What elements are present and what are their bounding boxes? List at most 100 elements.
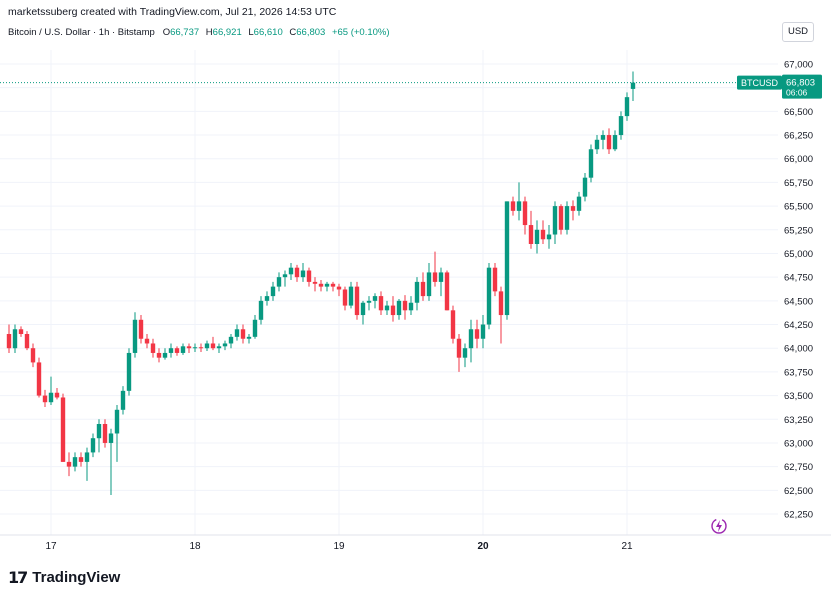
candle-body[interactable] — [210, 343, 216, 349]
candle-body[interactable] — [204, 343, 210, 349]
candle-body[interactable] — [366, 300, 372, 303]
candle-body[interactable] — [342, 289, 348, 306]
candle-body[interactable] — [288, 267, 294, 275]
candle-body[interactable] — [114, 409, 120, 434]
candle-body[interactable] — [48, 392, 54, 403]
candle-body[interactable] — [462, 348, 468, 358]
candle-body[interactable] — [144, 338, 150, 344]
candle-body[interactable] — [480, 324, 486, 339]
candle-body[interactable] — [78, 457, 84, 462]
candle-body[interactable] — [402, 300, 408, 311]
candle-body[interactable] — [498, 291, 504, 316]
candle-body[interactable] — [222, 343, 228, 347]
candle-body[interactable] — [624, 97, 630, 117]
candle-body[interactable] — [618, 116, 624, 136]
candle-body[interactable] — [156, 352, 162, 358]
candle-body[interactable] — [438, 272, 444, 282]
candle-body[interactable] — [348, 286, 354, 306]
lightning-icon[interactable] — [711, 518, 727, 534]
candle-body[interactable] — [306, 270, 312, 282]
candle-body[interactable] — [372, 296, 378, 301]
candle-body[interactable] — [30, 348, 36, 363]
candle-body[interactable] — [168, 348, 174, 353]
candle-body[interactable] — [468, 329, 474, 349]
candle-body[interactable] — [240, 329, 246, 339]
candle-body[interactable] — [432, 272, 438, 282]
candle-body[interactable] — [336, 286, 342, 290]
candle-body[interactable] — [390, 305, 396, 316]
candle-body[interactable] — [216, 346, 222, 349]
candle-body[interactable] — [540, 229, 546, 240]
candle-body[interactable] — [546, 234, 552, 240]
candle-body[interactable] — [384, 305, 390, 311]
currency-button[interactable]: USD — [782, 22, 814, 42]
symbol-name[interactable]: Bitcoin / U.S. Dollar · 1h · Bitstamp — [8, 27, 155, 38]
candle-body[interactable] — [312, 281, 318, 284]
candle-body[interactable] — [300, 270, 306, 278]
candle-body[interactable] — [534, 229, 540, 244]
candle-body[interactable] — [330, 283, 336, 287]
candle-body[interactable] — [270, 286, 276, 297]
candle-body[interactable] — [120, 390, 126, 410]
candle-body[interactable] — [570, 206, 576, 211]
candle-body[interactable] — [294, 267, 300, 278]
candle-body[interactable] — [228, 336, 234, 344]
candle-body[interactable] — [474, 329, 480, 339]
candle-body[interactable] — [396, 300, 402, 316]
candle-body[interactable] — [576, 196, 582, 211]
candle-body[interactable] — [630, 82, 636, 89]
candle-body[interactable] — [54, 392, 60, 398]
candle-body[interactable] — [528, 225, 534, 244]
candle-body[interactable] — [252, 319, 258, 337]
candle-body[interactable] — [90, 438, 96, 453]
candle-body[interactable] — [564, 206, 570, 230]
candle-body[interactable] — [378, 296, 384, 311]
candle-body[interactable] — [138, 319, 144, 339]
candle-body[interactable] — [6, 334, 12, 349]
candle-body[interactable] — [150, 343, 156, 353]
candle-body[interactable] — [180, 346, 186, 353]
candle-body[interactable] — [444, 272, 450, 311]
candle-body[interactable] — [360, 302, 366, 316]
candle-body[interactable] — [282, 274, 288, 278]
candle-body[interactable] — [42, 395, 48, 403]
candle-body[interactable] — [324, 283, 330, 287]
candle-body[interactable] — [132, 319, 138, 353]
candle-body[interactable] — [108, 433, 114, 443]
candle-body[interactable] — [84, 452, 90, 462]
candle-body[interactable] — [414, 281, 420, 303]
candle-body[interactable] — [582, 177, 588, 197]
candle-body[interactable] — [102, 424, 108, 443]
candle-body[interactable] — [318, 283, 324, 287]
tradingview-logo[interactable]: 17 TradingView — [8, 568, 120, 587]
candle-body[interactable] — [600, 135, 606, 140]
candle-body[interactable] — [558, 206, 564, 230]
candle-body[interactable] — [174, 348, 180, 353]
candle-body[interactable] — [234, 329, 240, 337]
candle-body[interactable] — [594, 139, 600, 150]
candle-body[interactable] — [126, 352, 132, 391]
candle-body[interactable] — [420, 281, 426, 297]
candle-body[interactable] — [264, 296, 270, 301]
candle-body[interactable] — [492, 267, 498, 292]
candle-body[interactable] — [192, 347, 198, 349]
candle-body[interactable] — [258, 300, 264, 320]
candle-body[interactable] — [12, 329, 18, 349]
candle-body[interactable] — [354, 286, 360, 316]
candle-body[interactable] — [588, 149, 594, 178]
candle-body[interactable] — [24, 334, 30, 349]
candle-body[interactable] — [162, 352, 168, 358]
candle-body[interactable] — [96, 424, 102, 439]
candle-body[interactable] — [72, 457, 78, 467]
candle-body[interactable] — [18, 329, 24, 334]
candle-body[interactable] — [36, 362, 42, 396]
candle-body[interactable] — [612, 135, 618, 150]
candle-body[interactable] — [486, 267, 492, 325]
candle-body[interactable] — [552, 206, 558, 235]
candle-body[interactable] — [510, 201, 516, 211]
candle-body[interactable] — [66, 461, 72, 467]
candle-body[interactable] — [60, 397, 66, 462]
candle-body[interactable] — [504, 201, 510, 316]
candle-body[interactable] — [606, 135, 612, 150]
